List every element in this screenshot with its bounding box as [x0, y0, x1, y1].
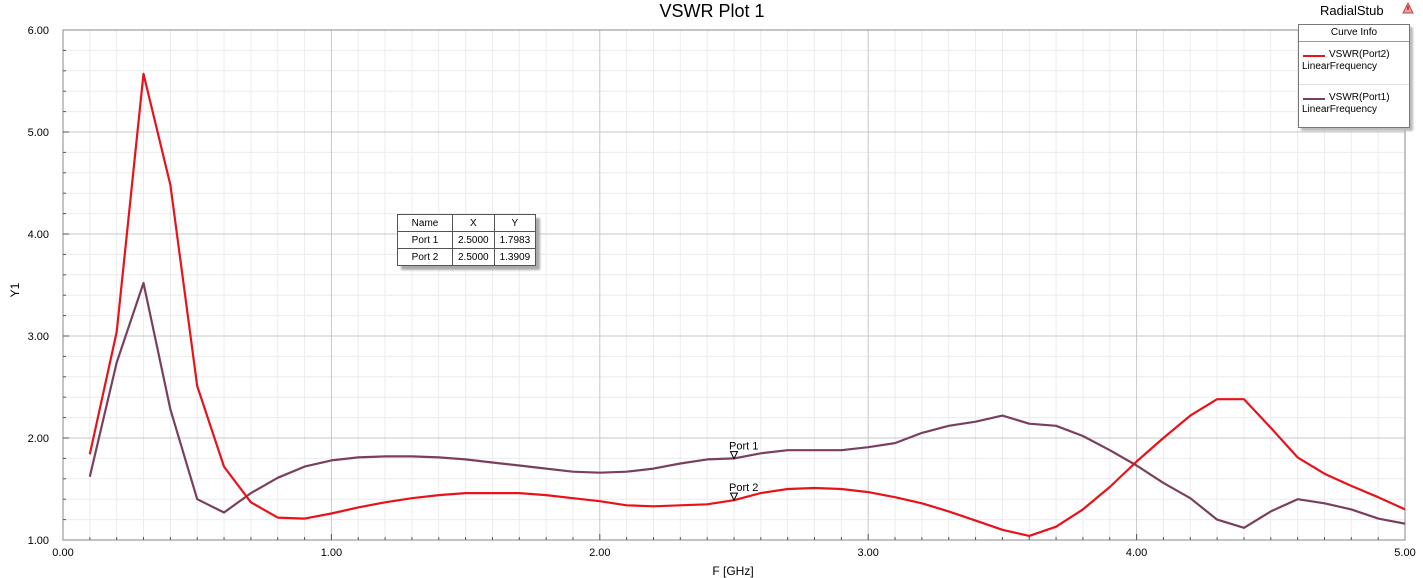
marker-table-cell: 2.5000 [452, 231, 495, 249]
x-tick-label: 3.00 [857, 547, 878, 559]
grid-layer [63, 30, 1405, 540]
legend-swatch-port1 [1303, 98, 1325, 100]
x-tick-label: 2.00 [589, 547, 610, 559]
x-axis-label: F [GHz] [712, 564, 753, 578]
curve-info-legend[interactable]: Curve Info VSWR(Port2) LinearFrequency V… [1298, 24, 1410, 128]
y-tick-label: 1.00 [28, 535, 49, 547]
series-line-vswr-port2 [88, 72, 1406, 538]
marker-table-cell: Port 2 [397, 248, 453, 266]
project-name: RadialStub [1320, 3, 1384, 18]
x-tick-label: 4.00 [1126, 547, 1147, 559]
chart-title: VSWR Plot 1 [659, 1, 764, 21]
marker-triangle [729, 492, 739, 502]
marker-table-header: Name [397, 214, 453, 232]
legend-series-name: VSWR(Port1) [1329, 92, 1390, 103]
legend-entry-port1[interactable]: VSWR(Port1) LinearFrequency [1299, 85, 1409, 127]
marker-layer: Port 1 Port 2 [729, 441, 758, 502]
marker-table-header: X [452, 214, 495, 232]
marker-table-header-row: Name X Y [397, 214, 537, 232]
legend-series-name: VSWR(Port2) [1329, 49, 1390, 60]
series-line-vswr-port1 [88, 281, 1406, 529]
marker-triangle [729, 451, 739, 460]
marker-table-cell: 2.5000 [452, 248, 495, 266]
y-tick-label: 2.00 [28, 433, 49, 445]
legend-title: Curve Info [1299, 25, 1409, 42]
marker-table-header: Y [493, 214, 537, 232]
marker-table[interactable]: Name X Y Port 1 2.5000 1.7983 Port 2 2.5… [397, 214, 537, 266]
marker-table-row: Port 1 2.5000 1.7983 [397, 231, 537, 249]
series-layer [88, 72, 1406, 538]
x-tick-label: 0.00 [52, 547, 73, 559]
marker-table-cell: Port 1 [397, 231, 453, 249]
marker-label: Port 1 [729, 441, 758, 453]
marker-label: Port 2 [729, 482, 758, 494]
y-tick-label: 3.00 [28, 331, 49, 343]
tick-layer: 0.00 1.00 2.00 3.00 4.00 5.001.002.003.004.00… [28, 25, 1416, 559]
legend-sweep-name: LinearFrequency [1302, 104, 1378, 115]
y-tick-label: 5.00 [28, 127, 49, 139]
marker-table-row: Port 2 2.5000 1.3909 [397, 248, 537, 266]
x-tick-label: 5.00 [1394, 547, 1415, 559]
legend-sweep-name: LinearFrequency [1302, 61, 1378, 72]
y-axis-label: Y1 [8, 282, 22, 297]
x-tick-label: 1.00 [321, 547, 342, 559]
marker-table-cell: 1.7983 [493, 231, 537, 249]
warning-triangle-icon[interactable] [1402, 2, 1414, 14]
y-tick-label: 4.00 [28, 229, 49, 241]
legend-swatch-port2 [1303, 55, 1325, 57]
marker-table-cell: 1.3909 [493, 248, 537, 266]
y-tick-label: 6.00 [28, 25, 49, 37]
legend-entry-port2[interactable]: VSWR(Port2) LinearFrequency [1299, 42, 1409, 85]
